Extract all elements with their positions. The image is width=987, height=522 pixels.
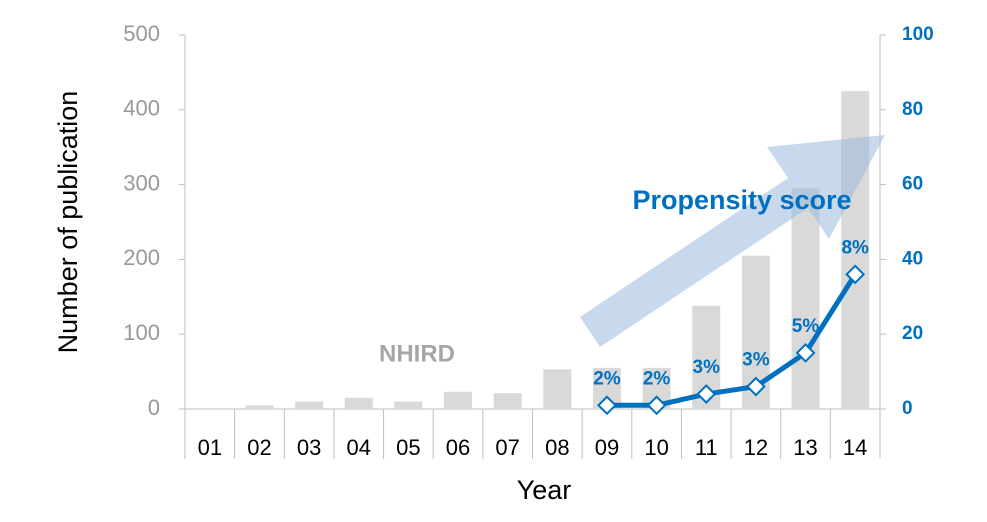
- y2-tick-label: 20: [902, 323, 923, 344]
- y2-tick-label: 100: [902, 24, 934, 45]
- y2-tick-label: 80: [902, 99, 923, 120]
- point: [696, 384, 717, 404]
- point-label: 8%: [841, 237, 869, 258]
- x-tick-label: 07: [495, 435, 519, 460]
- x-tick-label: 02: [247, 435, 271, 460]
- x-tick-label: 08: [545, 435, 569, 460]
- point: [845, 264, 866, 285]
- point-label: 5%: [792, 316, 820, 337]
- x-axis-label: Year: [517, 475, 572, 505]
- x-tick-label: 03: [297, 435, 321, 460]
- bar: [394, 401, 423, 409]
- bar: [791, 188, 820, 409]
- point: [795, 343, 816, 363]
- y2-tick-label: 40: [902, 248, 923, 269]
- x-tick-label: 12: [744, 435, 768, 460]
- point: [646, 395, 667, 416]
- x-tick-label: 10: [644, 435, 668, 460]
- y2-tick-label: 0: [902, 398, 913, 419]
- x-tick-label: 01: [198, 435, 222, 460]
- y2-tick-label: 60: [902, 174, 923, 195]
- y-tick-label: 200: [123, 245, 160, 270]
- point-label: 2%: [593, 368, 621, 389]
- x-tick-label: 06: [446, 435, 470, 460]
- x-tick-label: 09: [595, 435, 619, 460]
- y-tick-label: 400: [123, 96, 160, 121]
- bar: [344, 397, 373, 409]
- y-axis-label: Number of publication: [53, 91, 83, 354]
- series-label: Propensity score: [632, 185, 851, 215]
- x-tick-label: 11: [695, 435, 718, 460]
- y-tick-label: 0: [148, 395, 160, 420]
- x-tick-label: 14: [843, 435, 867, 460]
- bar: [245, 405, 274, 409]
- y-tick-label: 300: [123, 170, 160, 195]
- point-label: 2%: [643, 368, 671, 389]
- trend-arrow: [580, 135, 885, 347]
- x-tick-label: 04: [347, 435, 371, 460]
- x-tick-label: 13: [793, 435, 817, 460]
- y-tick-label: 500: [123, 21, 160, 46]
- bar: [493, 393, 522, 409]
- series-label: NHIRD: [379, 340, 455, 367]
- y-tick-label: 100: [123, 320, 160, 345]
- point: [745, 376, 766, 397]
- bar: [444, 391, 473, 409]
- point-label: 3%: [693, 357, 721, 378]
- point: [597, 395, 617, 416]
- x-tick-label: 05: [396, 435, 420, 460]
- bar: [543, 369, 572, 409]
- point-label: 3%: [742, 350, 770, 371]
- bar: [295, 401, 324, 409]
